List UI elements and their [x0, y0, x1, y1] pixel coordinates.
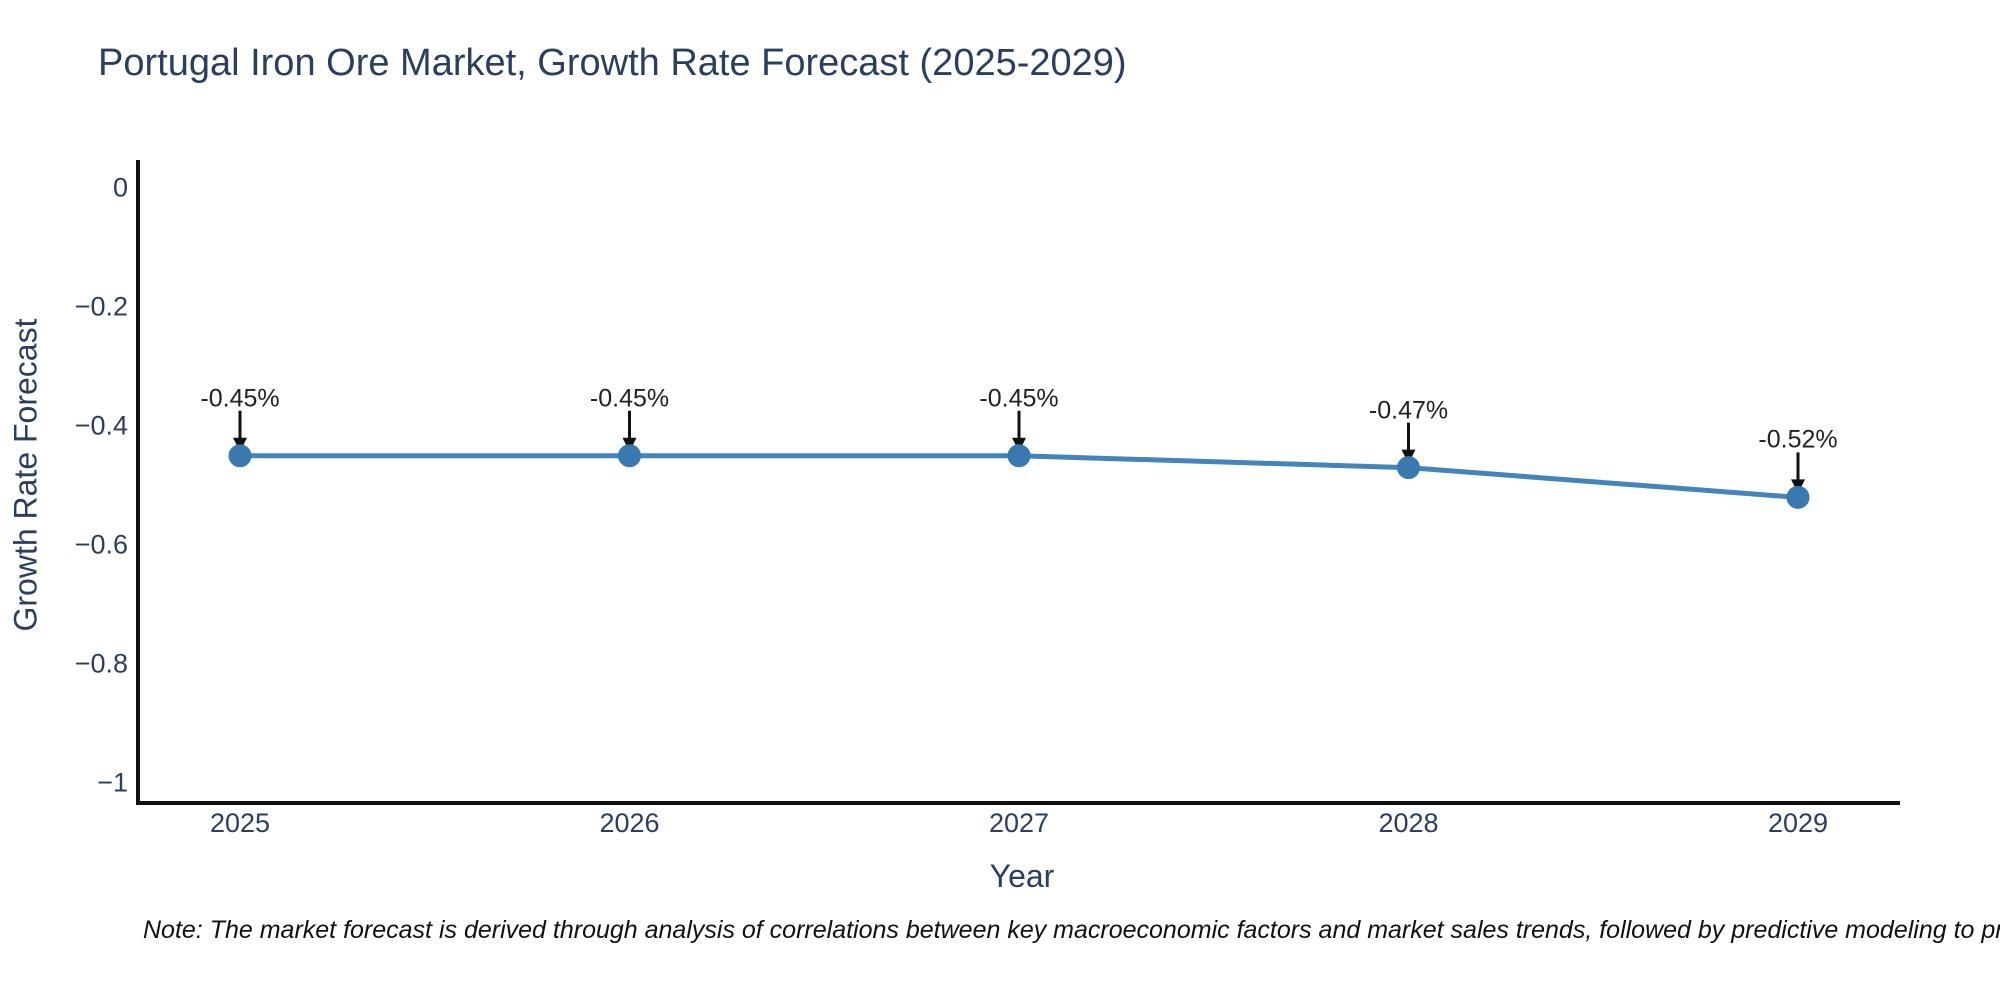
y-tick-label: 0 [112, 172, 128, 203]
chart-title: Portugal Iron Ore Market, Growth Rate Fo… [98, 42, 1127, 84]
y-tick-label: −0.2 [74, 291, 128, 322]
x-tick-label: 2027 [988, 808, 1050, 838]
x-tick-label: 2026 [599, 808, 660, 838]
data-point-label: -0.45% [200, 384, 280, 413]
y-tick-label: −0.8 [74, 648, 128, 679]
x-tick-label: 2029 [1767, 808, 1829, 838]
data-point-label: -0.47% [1368, 396, 1449, 425]
data-point-label: -0.45% [589, 384, 670, 413]
footnote: Note: The market forecast is derived thr… [143, 916, 2000, 944]
y-axis-tick-labels: 0 −0.2 −0.4 −0.6 −0.8 −1 [0, 0, 128, 1000]
data-point-marker [1786, 485, 1810, 509]
data-point-marker [1397, 456, 1420, 480]
x-axis-title: Year [989, 858, 1055, 894]
data-point-marker [1007, 444, 1031, 468]
data-point-label: -0.52% [1758, 425, 1838, 454]
data-point-marker [618, 444, 641, 468]
y-tick-label: −0.6 [74, 529, 128, 560]
y-tick-label: −0.4 [74, 410, 128, 441]
data-point-label: -0.45% [979, 384, 1059, 413]
x-tick-label: 2025 [209, 808, 271, 838]
data-point-marker [228, 444, 252, 468]
y-tick-label: −1 [97, 767, 128, 798]
x-tick-label: 2028 [1378, 808, 1439, 838]
